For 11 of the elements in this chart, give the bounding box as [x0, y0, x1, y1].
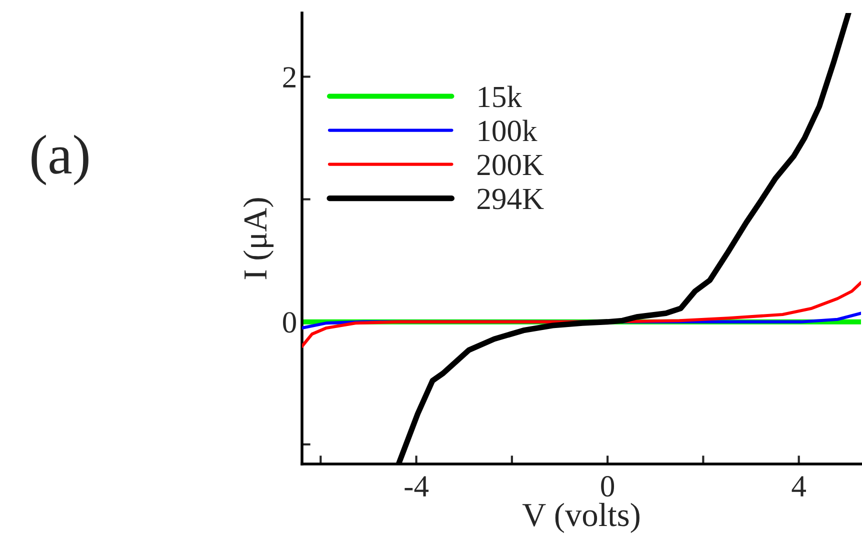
text: (a) — [32, 134, 88, 186]
x-tick-label: -4 — [404, 476, 429, 496]
y-tick-label: 2 — [283, 67, 296, 88]
x-tick-label: 0 — [601, 476, 614, 497]
legend-label: 294K — [478, 188, 544, 210]
y-axis-title: I (μA) — [243, 198, 274, 280]
legend-label: 15k — [478, 86, 522, 108]
legend-label: 100k — [478, 120, 538, 142]
legend-label: 200K — [478, 154, 544, 176]
x-tick-label: 4 — [792, 476, 806, 496]
x-axis-title: V (volts) — [522, 502, 640, 534]
